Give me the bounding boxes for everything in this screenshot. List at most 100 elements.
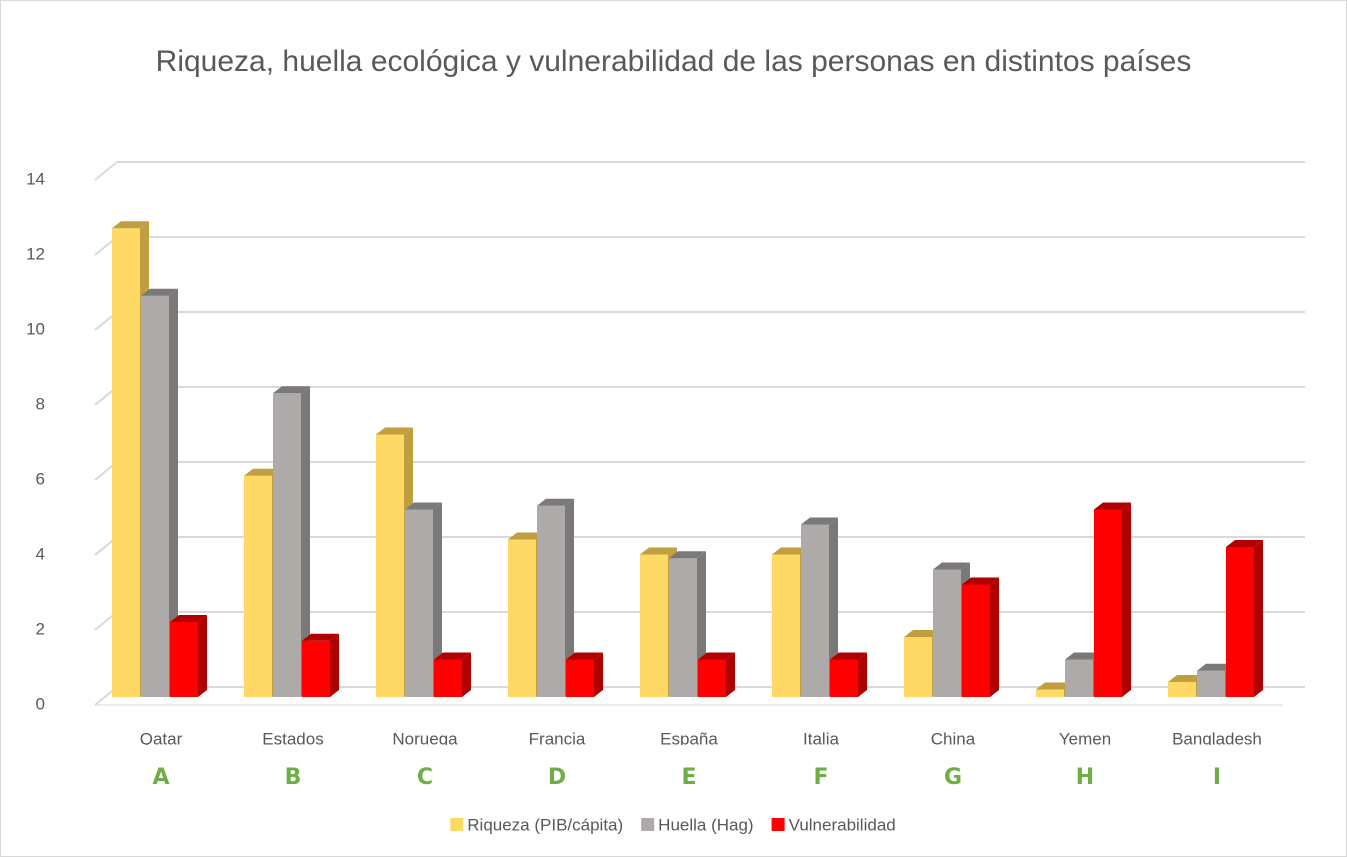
x-tick-label: Estados xyxy=(262,729,323,748)
bar-top xyxy=(1168,675,1205,682)
bar-side xyxy=(169,288,178,697)
bar-front xyxy=(170,622,198,697)
bar xyxy=(1094,502,1131,697)
x-tick-label: Francia xyxy=(529,729,586,748)
bar xyxy=(698,652,735,697)
bar xyxy=(434,652,471,697)
bar-top xyxy=(698,652,735,660)
bar xyxy=(405,502,442,697)
bar-front xyxy=(772,554,800,697)
bar-front xyxy=(434,659,462,697)
bar xyxy=(302,633,339,697)
group-label: H xyxy=(1076,765,1094,790)
bar-side xyxy=(198,615,207,697)
bar-top xyxy=(1197,663,1234,671)
bar-front xyxy=(302,640,330,697)
bar-front xyxy=(1168,682,1196,697)
bar-front xyxy=(273,393,301,697)
bar-top xyxy=(434,652,471,660)
bar-side xyxy=(565,498,574,697)
bar-top xyxy=(566,652,603,660)
bar-top xyxy=(640,547,677,555)
bar-side xyxy=(433,502,442,697)
y-tick-label: 4 xyxy=(36,544,45,563)
legend-label: Vulnerabilidad xyxy=(789,815,896,834)
bar-side xyxy=(594,652,603,697)
bar-side xyxy=(1254,540,1263,697)
bar-front xyxy=(904,637,932,697)
group-label: F xyxy=(813,765,828,790)
legend-swatch xyxy=(641,818,655,831)
x-tick-label: Qatar xyxy=(140,729,183,748)
bar-top xyxy=(962,577,999,585)
bar-top xyxy=(537,498,574,506)
bar-top xyxy=(302,633,339,641)
bar-side xyxy=(858,652,867,697)
bar-top xyxy=(669,551,706,559)
bar-front xyxy=(1197,670,1225,697)
y-tick-label: 6 xyxy=(36,469,45,488)
legend-swatch xyxy=(771,818,785,831)
bar-front xyxy=(1094,509,1122,697)
bar-top xyxy=(830,652,867,660)
bar-front xyxy=(669,558,697,697)
group-label: A xyxy=(152,765,169,790)
bar-front xyxy=(640,554,668,697)
bar-front xyxy=(801,524,829,697)
x-tick-label: España xyxy=(660,729,718,748)
grid-line xyxy=(94,161,118,181)
bar xyxy=(566,652,603,697)
y-tick-label: 12 xyxy=(26,244,45,263)
bar-top xyxy=(801,517,838,525)
bar-side xyxy=(330,633,339,697)
bar-top xyxy=(112,221,149,229)
bar-top xyxy=(141,288,178,296)
x-tick-label: Italia xyxy=(803,729,839,748)
bar-front xyxy=(566,659,594,697)
bar-front xyxy=(537,505,565,697)
bar-top xyxy=(376,427,413,435)
legend-swatch xyxy=(450,818,464,831)
bar xyxy=(273,386,310,697)
group-label: E xyxy=(681,765,696,790)
bar-front xyxy=(830,659,858,697)
y-tick-label: 2 xyxy=(36,619,45,638)
group-label: G xyxy=(944,765,962,790)
group-label: D xyxy=(548,765,566,790)
bar-front xyxy=(508,539,536,697)
group-label: B xyxy=(285,765,302,790)
category-labels: Qatar Estados Noruega Francia España Italia Ch… xyxy=(140,729,1262,748)
bar-front xyxy=(112,228,140,697)
bar-side xyxy=(1122,502,1131,697)
bar-side xyxy=(462,652,471,697)
bar-top xyxy=(1094,502,1131,510)
bar-top xyxy=(904,630,941,637)
bar xyxy=(141,288,178,697)
group-label: I xyxy=(1213,765,1221,790)
legend-label: Huella (Hag) xyxy=(658,815,753,834)
bar-front xyxy=(1036,689,1064,697)
x-tick-label: China xyxy=(931,729,976,748)
bar xyxy=(801,517,838,697)
bar-side xyxy=(990,577,999,697)
y-tick-label: 14 xyxy=(26,169,45,188)
bar-top xyxy=(244,468,281,476)
bar-top xyxy=(1226,540,1263,547)
bar-front xyxy=(1226,547,1254,697)
x-tick-label: Bangladesh xyxy=(1172,729,1262,748)
bar-side xyxy=(829,517,838,697)
legend-label: Riqueza (PIB/cápita) xyxy=(467,815,623,834)
bar-front xyxy=(962,584,990,697)
y-tick-label: 8 xyxy=(36,394,45,413)
bar-top xyxy=(405,502,442,510)
bar-top xyxy=(772,547,809,555)
bar-front xyxy=(244,475,272,697)
x-tick-label: Yemen xyxy=(1059,729,1111,748)
chart-title: Riqueza, huella ecológica y vulnerabilid… xyxy=(155,45,1192,78)
bar-front xyxy=(933,569,961,697)
bar xyxy=(1226,540,1263,697)
bar-top xyxy=(933,562,970,570)
bar-front xyxy=(1065,659,1093,697)
